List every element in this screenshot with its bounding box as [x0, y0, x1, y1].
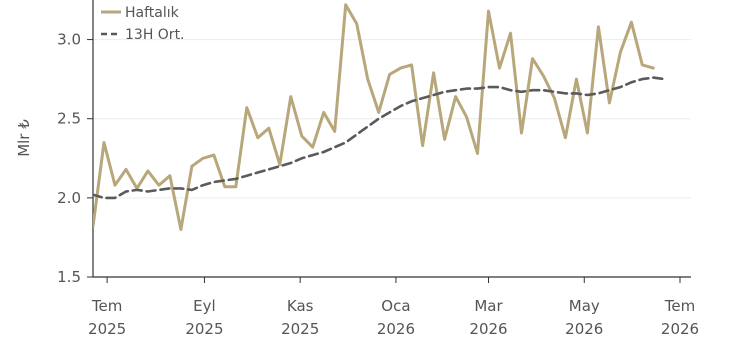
x-tick-label-month: Kas	[287, 297, 314, 315]
legend-label: Haftalık	[125, 5, 180, 21]
x-tick-label-month: Mar	[474, 297, 503, 315]
legend: Haftalık 13H Ort.	[101, 5, 185, 43]
y-tick-label: 2.0	[57, 189, 81, 207]
x-tick-label-year: 2025	[281, 320, 319, 338]
axes	[92, 0, 691, 278]
x-tick-label-year: 2025	[88, 320, 126, 338]
x-tick-label-month: Eyl	[193, 297, 216, 315]
y-tick-label: 1.5	[57, 268, 81, 286]
x-tick-label-month: Tem	[91, 297, 122, 315]
gridlines	[93, 39, 691, 278]
y-axis-label: Mlr ₺	[15, 119, 33, 157]
x-tick-label-year: 2026	[661, 320, 699, 338]
y-tick-label: 2.5	[57, 110, 81, 128]
x-tick-label-month: May	[569, 297, 600, 315]
x-tick-label-year: 2026	[469, 320, 507, 338]
x-tick-label-year: 2025	[185, 320, 223, 338]
x-tick-label-year: 2026	[377, 320, 415, 338]
x-tick-label-month: Oca	[381, 297, 410, 315]
y-ticks: 1.5 2.0 2.5 3.0	[57, 31, 93, 286]
series-line-weekly	[93, 3, 655, 231]
x-tick-label-year: 2026	[565, 320, 603, 338]
x-ticks: Tem 2025 Eyl 2025 Kas 2025 Oca 2026 Mar 2026 May 20…	[88, 277, 699, 338]
series-lines	[93, 3, 666, 231]
x-tick-label-month: Tem	[664, 297, 695, 315]
series-line-moving-average	[93, 76, 666, 200]
legend-label: 13H Ort.	[125, 27, 185, 43]
y-tick-label: 3.0	[57, 31, 81, 49]
